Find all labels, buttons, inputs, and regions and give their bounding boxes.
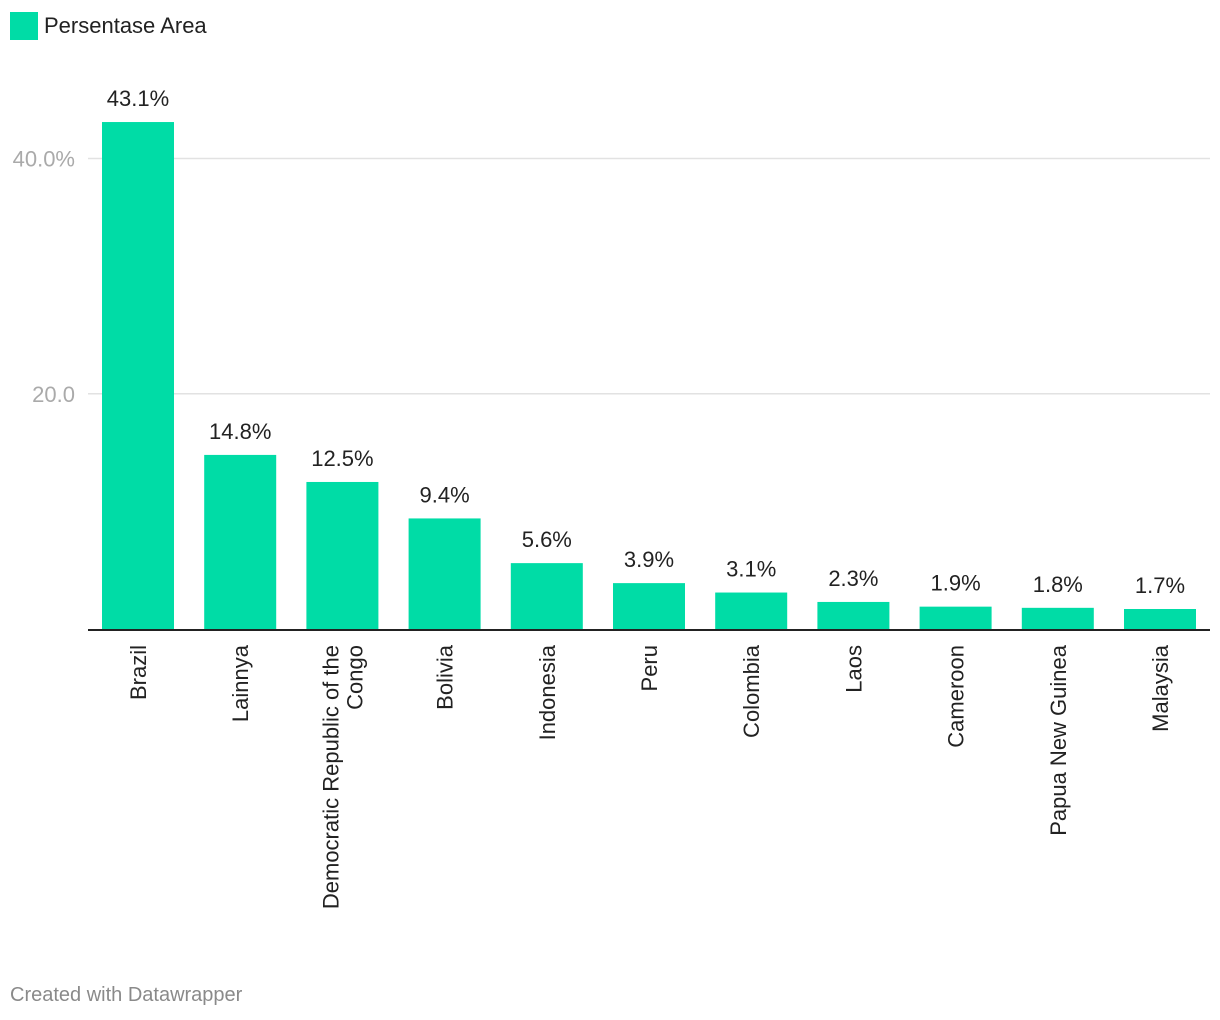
svg-text:Laos: Laos — [841, 645, 866, 693]
y-axis-ticks: 20.0 40.0% — [13, 147, 75, 407]
value-label: 14.8% — [209, 419, 271, 444]
category-label: Malaysia — [1148, 644, 1173, 732]
category-label: Papua New Guinea — [1046, 644, 1071, 836]
footer-credit: Created with Datawrapper — [10, 984, 243, 1006]
bar — [306, 481, 379, 629]
value-label: 3.1% — [726, 557, 776, 582]
value-label: 5.6% — [522, 527, 572, 552]
value-label: 9.4% — [420, 482, 470, 507]
svg-text:Peru: Peru — [637, 645, 662, 691]
category-label: Lainnya — [228, 644, 253, 722]
legend-swatch — [10, 12, 38, 40]
y-tick-label: 20.0 — [32, 382, 75, 407]
value-label: 43.1% — [107, 86, 169, 111]
value-label: 3.9% — [624, 547, 674, 572]
bar — [919, 606, 992, 629]
bar — [715, 592, 788, 629]
svg-text:Colombia: Colombia — [739, 644, 764, 738]
bar — [102, 122, 174, 629]
value-label: 1.8% — [1033, 572, 1083, 597]
y-tick-label: 40.0% — [13, 147, 75, 172]
bar — [1021, 607, 1094, 629]
category-label: Colombia — [739, 644, 764, 738]
bar — [1124, 609, 1196, 629]
category-label: Bolivia — [433, 644, 458, 710]
category-label: Cameroon — [944, 645, 969, 748]
category-label: Indonesia — [535, 644, 560, 740]
svg-text:Malaysia: Malaysia — [1148, 644, 1173, 732]
value-labels: 43.1% 14.8% 12.5% 9.4% 5.6% 3.9% 3.1% 2.3% 1.9% 1… — [107, 86, 1185, 598]
svg-text:Cameroon: Cameroon — [944, 645, 969, 748]
bar — [204, 454, 277, 629]
svg-text:Democratic Republic of theCong: Democratic Republic of theCongo — [318, 645, 367, 909]
bar — [613, 583, 685, 629]
value-label: 1.9% — [931, 571, 981, 596]
svg-text:Lainnya: Lainnya — [228, 644, 253, 722]
bars — [102, 122, 1196, 629]
svg-text:Indonesia: Indonesia — [535, 644, 560, 740]
category-label: Brazil — [126, 645, 151, 700]
svg-text:Bolivia: Bolivia — [433, 644, 458, 710]
category-label: Peru — [637, 645, 662, 691]
category-label: Democratic Republic of theCongo — [318, 645, 367, 909]
value-label: 12.5% — [311, 446, 373, 471]
legend: Persentase Area — [10, 12, 207, 40]
grid-lines — [88, 157, 1210, 395]
svg-text:Papua New Guinea: Papua New Guinea — [1046, 644, 1071, 836]
category-label: Laos — [841, 645, 866, 693]
bar — [817, 601, 890, 629]
category-labels: Brazil Lainnya Democratic Republic of theC… — [126, 644, 1173, 909]
value-label: 1.7% — [1135, 573, 1185, 598]
bar — [510, 563, 583, 629]
value-label: 2.3% — [828, 566, 878, 591]
legend-label: Persentase Area — [44, 13, 207, 38]
svg-text:Brazil: Brazil — [126, 645, 151, 700]
bar — [408, 518, 481, 629]
